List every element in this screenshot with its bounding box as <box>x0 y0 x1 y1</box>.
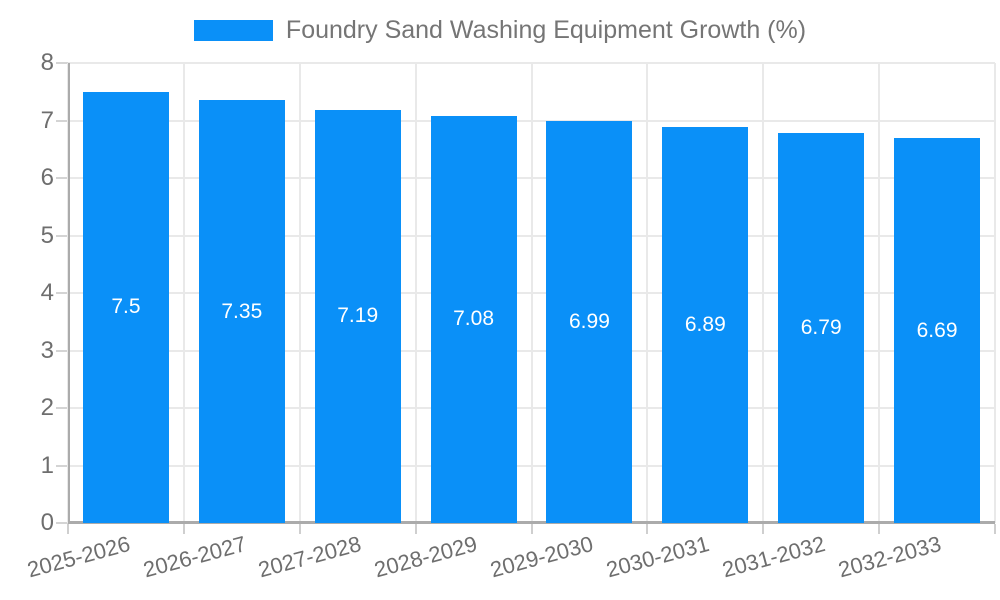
legend-swatch <box>193 20 273 41</box>
bar-value-label: 6.99 <box>569 310 610 334</box>
x-tick-mark <box>530 524 533 534</box>
bar: 7.08 <box>430 115 517 523</box>
bar-value-label: 7.35 <box>221 299 263 323</box>
x-tick-label: 2025-2026 <box>24 531 133 583</box>
y-tick-label: 1 <box>40 451 54 479</box>
y-tick-label: 5 <box>40 221 54 249</box>
bar-value-label: 7.08 <box>453 307 494 331</box>
x-tick-label: 2031-2032 <box>719 531 828 583</box>
x-tick-mark <box>878 524 881 534</box>
x-tick-mark <box>182 524 185 534</box>
y-tick-mark <box>56 62 68 64</box>
bar: 7.19 <box>314 109 401 523</box>
x-tick-label: 2032-2033 <box>835 531 944 583</box>
y-tick-label: 7 <box>40 106 54 134</box>
bar-value-label: 7.5 <box>111 295 141 319</box>
x-tick-mark <box>67 524 69 534</box>
y-tick-mark <box>56 292 68 294</box>
gridline-x <box>762 63 765 523</box>
y-tick-label: 6 <box>40 164 54 191</box>
x-tick-mark <box>994 524 996 534</box>
bar-value-label: 6.69 <box>916 318 958 342</box>
y-tick-label: 2 <box>40 394 54 421</box>
gridline-x <box>414 63 417 523</box>
gridline-x <box>646 63 649 523</box>
bar: 7.35 <box>198 100 285 523</box>
y-tick-mark <box>56 522 68 524</box>
bar-value-label: 7.19 <box>337 304 379 328</box>
x-tick-mark <box>646 524 649 534</box>
legend-label: Foundry Sand Washing Equipment Growth (%… <box>285 16 807 44</box>
y-axis-line <box>68 63 70 523</box>
y-tick-label: 8 <box>40 49 54 76</box>
x-tick-mark <box>762 524 765 534</box>
chart-legend[interactable]: Foundry Sand Washing Equipment Growth (%… <box>0 16 1000 45</box>
y-tick-mark <box>56 119 68 122</box>
x-tick-label: 2028-2029 <box>371 531 481 583</box>
x-tick-label: 2029-2030 <box>487 531 596 583</box>
x-tick-label: 2027-2028 <box>256 531 365 583</box>
gridline-x <box>298 63 301 523</box>
x-axis-line <box>68 521 995 524</box>
bar: 6.99 <box>546 121 633 523</box>
gridline-x <box>182 63 185 523</box>
y-tick-label: 4 <box>40 279 54 306</box>
y-tick-mark <box>56 407 68 409</box>
bar-value-label: 6.89 <box>684 312 726 336</box>
gridline-x <box>878 63 881 523</box>
y-tick-mark <box>56 234 68 237</box>
y-tick-mark <box>56 464 68 467</box>
x-tick-mark <box>298 524 301 534</box>
y-tick-mark <box>56 349 68 352</box>
bar: 6.79 <box>778 132 865 523</box>
bar: 7.5 <box>82 91 169 523</box>
y-tick-label: 3 <box>40 336 54 364</box>
bar: 6.89 <box>662 126 749 523</box>
bar: 6.69 <box>894 138 981 523</box>
gridline-x <box>994 63 996 523</box>
x-tick-label: 2030-2031 <box>603 531 712 583</box>
x-tick-label: 2026-2027 <box>140 531 249 583</box>
x-tick-mark <box>414 524 417 534</box>
bar-value-label: 6.79 <box>800 315 842 339</box>
plot-area: 0 1 2 3 4 5 6 7 8 7.5 2025-2026 7.35 2026-2027 7.19 20… <box>24 51 996 582</box>
y-tick-mark <box>56 177 68 179</box>
gridline-x <box>530 63 533 523</box>
y-tick-label: 0 <box>40 509 54 536</box>
